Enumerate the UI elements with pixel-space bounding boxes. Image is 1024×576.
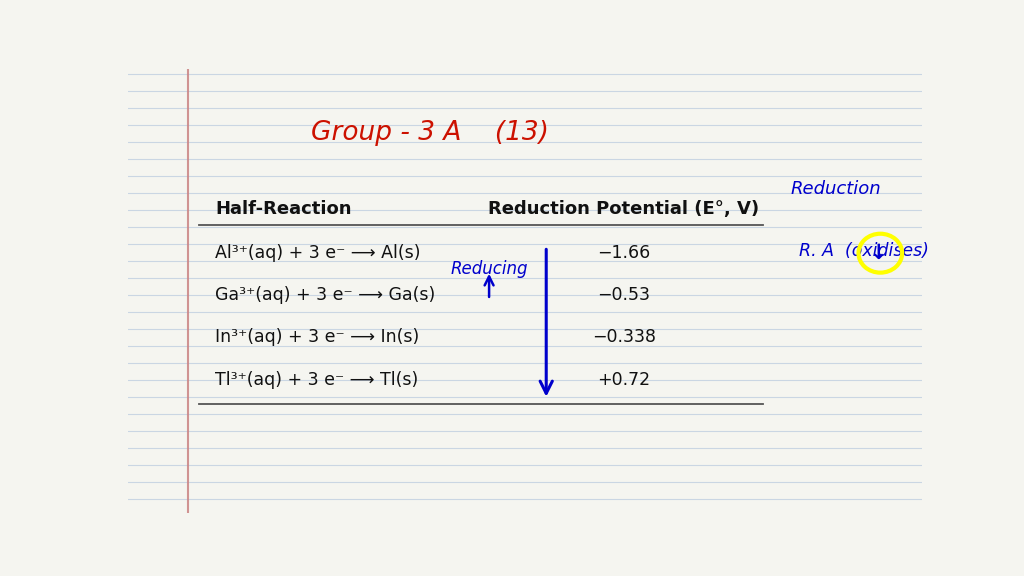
Text: Reducing: Reducing — [451, 260, 527, 278]
Text: Reduction Potential (E°, V): Reduction Potential (E°, V) — [488, 200, 760, 218]
Text: −0.53: −0.53 — [597, 286, 650, 304]
Text: Reduction: Reduction — [791, 180, 882, 198]
Text: −0.338: −0.338 — [592, 328, 656, 346]
Text: Tl³⁺(aq) + 3 e⁻ ⟶ Tl(s): Tl³⁺(aq) + 3 e⁻ ⟶ Tl(s) — [215, 370, 419, 389]
Text: +0.72: +0.72 — [597, 370, 650, 389]
Text: Al³⁺(aq) + 3 e⁻ ⟶ Al(s): Al³⁺(aq) + 3 e⁻ ⟶ Al(s) — [215, 244, 421, 262]
Text: In³⁺(aq) + 3 e⁻ ⟶ In(s): In³⁺(aq) + 3 e⁻ ⟶ In(s) — [215, 328, 420, 346]
Text: −1.66: −1.66 — [597, 244, 650, 262]
Text: Group - 3 A    (13): Group - 3 A (13) — [310, 120, 549, 146]
Text: ↓: ↓ — [870, 243, 888, 263]
Text: Ga³⁺(aq) + 3 e⁻ ⟶ Ga(s): Ga³⁺(aq) + 3 e⁻ ⟶ Ga(s) — [215, 286, 435, 304]
Text: R. A  (oxidises): R. A (oxidises) — [799, 242, 929, 260]
Text: Half-Reaction: Half-Reaction — [215, 200, 352, 218]
